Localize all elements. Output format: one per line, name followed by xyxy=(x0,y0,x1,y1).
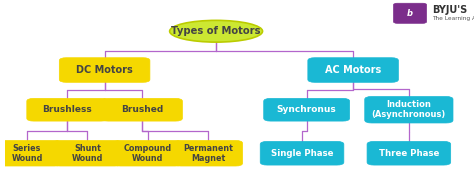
Text: Brushed: Brushed xyxy=(121,105,163,114)
Text: AC Motors: AC Motors xyxy=(325,65,381,75)
FancyBboxPatch shape xyxy=(308,58,399,82)
FancyBboxPatch shape xyxy=(101,98,182,121)
Text: BYJU'S: BYJU'S xyxy=(432,5,467,15)
FancyBboxPatch shape xyxy=(367,141,451,165)
FancyBboxPatch shape xyxy=(264,98,350,121)
Text: Types of Motors: Types of Motors xyxy=(171,26,261,36)
FancyBboxPatch shape xyxy=(0,141,62,166)
Text: Brushless: Brushless xyxy=(43,105,92,114)
Text: Synchronus: Synchronus xyxy=(277,105,337,114)
Text: b: b xyxy=(407,9,413,18)
Text: Induction
(Asynchronous): Induction (Asynchronous) xyxy=(372,100,446,119)
Text: DC Motors: DC Motors xyxy=(76,65,133,75)
Text: The Learning App: The Learning App xyxy=(432,16,474,21)
Ellipse shape xyxy=(170,20,263,42)
Text: Compound
Wound: Compound Wound xyxy=(124,144,172,163)
Text: Three Phase: Three Phase xyxy=(379,149,439,158)
Text: Single Phase: Single Phase xyxy=(271,149,333,158)
FancyBboxPatch shape xyxy=(260,141,344,165)
Text: Permanent
Magnet: Permanent Magnet xyxy=(183,144,233,163)
FancyBboxPatch shape xyxy=(27,98,108,121)
Text: Series
Wound: Series Wound xyxy=(11,144,43,163)
FancyBboxPatch shape xyxy=(59,58,150,82)
FancyBboxPatch shape xyxy=(113,141,182,166)
FancyBboxPatch shape xyxy=(174,141,243,166)
FancyBboxPatch shape xyxy=(365,96,453,123)
FancyBboxPatch shape xyxy=(393,3,427,23)
FancyBboxPatch shape xyxy=(53,141,122,166)
Text: Shunt
Wound: Shunt Wound xyxy=(72,144,103,163)
